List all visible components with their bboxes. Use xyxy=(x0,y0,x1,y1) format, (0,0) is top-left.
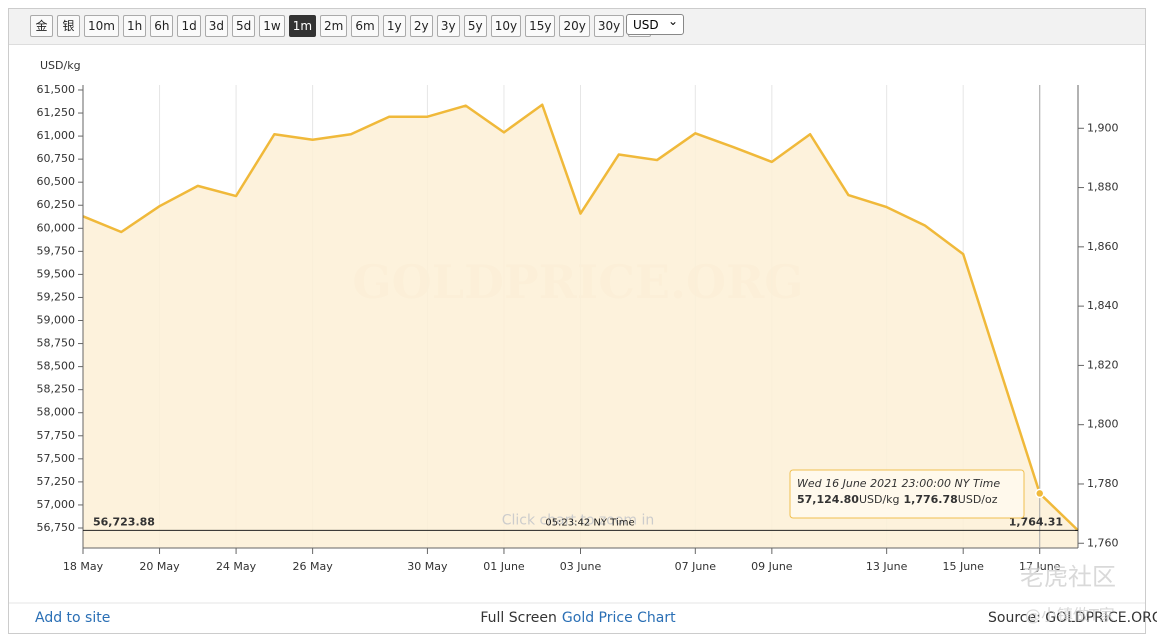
tooltip-title: Wed 16 June 2021 23:00:00 NY Time xyxy=(797,477,1000,490)
range-buttons: 金银 10m 1h 6h 1d 3d 5d 1w 1m 2m 6m 1y 2y 3y 5y 10y 15y 20y… xyxy=(30,15,652,37)
hint: Click chart to zoom in xyxy=(502,512,655,528)
y2-tick-label: 1,900 xyxy=(1087,121,1119,134)
x-tick-label: 03 June xyxy=(560,560,602,573)
y-tick-label: 57,000 xyxy=(37,498,76,511)
y-tick-label: 58,500 xyxy=(37,360,76,373)
x-tick-label: 13 June xyxy=(866,560,908,573)
range-button[interactable]: 15y xyxy=(525,15,556,37)
range-button[interactable]: 1h xyxy=(122,15,147,37)
overlay-watermark: 老虎社区 xyxy=(1020,563,1116,591)
x-tick-label: 26 May xyxy=(292,560,333,573)
y-tick-label: 60,500 xyxy=(37,175,76,188)
range-button[interactable]: 6h xyxy=(150,15,174,37)
x-tick-label: 09 June xyxy=(751,560,793,573)
y-tick-label: 61,250 xyxy=(37,106,76,119)
x-tick-label: 18 May xyxy=(63,560,104,573)
range-button[interactable]: 1w xyxy=(259,15,285,37)
fullscreen-text: Full Screen xyxy=(480,610,557,626)
currency-select[interactable]: USD xyxy=(626,11,684,35)
y2-tick-label: 1,820 xyxy=(1087,358,1119,371)
tooltip-unit: USD/kg xyxy=(859,493,900,506)
y-tick-label: 60,250 xyxy=(37,198,76,211)
y-tick-label: 58,250 xyxy=(37,383,76,396)
range-button[interactable]: 5y xyxy=(463,15,487,37)
range-button[interactable]: 10y xyxy=(490,15,522,37)
y-tick-label: 61,000 xyxy=(37,129,76,142)
range-button[interactable]: 银 xyxy=(57,15,80,37)
range-button[interactable]: 2m xyxy=(320,15,348,37)
x-tick-label: 24 May xyxy=(216,560,257,573)
range-button[interactable]: 2y xyxy=(409,15,433,37)
fullscreen: Full Screen Gold Price Chart xyxy=(480,610,676,626)
y-tick-label: 57,500 xyxy=(37,452,76,465)
y-tick-label: 57,250 xyxy=(37,475,76,488)
range-button[interactable]: 1m xyxy=(288,15,317,37)
range-button[interactable]: 3y xyxy=(436,15,460,37)
y2-tick-label: 1,760 xyxy=(1087,536,1119,549)
y-tick-label: 59,500 xyxy=(37,267,76,280)
range-button[interactable]: 1d xyxy=(177,15,201,37)
y-tick-label: 58,000 xyxy=(37,406,76,419)
frame xyxy=(8,8,1146,634)
y-tick-label: 56,750 xyxy=(37,521,76,534)
y2-tick-label: 1,800 xyxy=(1087,418,1119,431)
range-button[interactable]: 5d xyxy=(232,15,256,37)
range-button[interactable]: 20y xyxy=(559,15,590,37)
y2-tick-label: 1,880 xyxy=(1087,181,1119,194)
x-tick-label: 17 June xyxy=(1019,560,1061,573)
y2-tick-label: 1,860 xyxy=(1087,240,1119,253)
x-tick-label: 01 June xyxy=(483,560,525,573)
y-tick-label: 61,500 xyxy=(37,83,76,96)
x-tick-label: 07 June xyxy=(675,560,717,573)
y-axis-label: USD/kg xyxy=(40,59,81,72)
tooltip-box xyxy=(789,469,1025,519)
y-tick-label: 57,750 xyxy=(37,429,76,442)
add-to-site[interactable]: Add to site xyxy=(35,610,110,626)
tooltip-label: 57,124.80 xyxy=(797,493,859,506)
y-tick-label: 59,000 xyxy=(37,314,76,327)
range-button[interactable]: 金 xyxy=(30,15,53,37)
fullscreen-link: Gold Price Chart xyxy=(562,610,676,626)
x-tick-label: 20 May xyxy=(139,560,180,573)
y2-tick-label: 1,840 xyxy=(1087,299,1119,312)
overlay-watermark: @小镇做T家 xyxy=(1025,606,1115,625)
range-button[interactable]: 3d xyxy=(204,15,228,37)
y-tick-label: 58,750 xyxy=(37,337,76,350)
tooltip-point xyxy=(1034,488,1045,499)
y-tick-label: 59,250 xyxy=(37,290,76,303)
current-price-label: 56,723.88 xyxy=(93,515,155,528)
tooltip-oz-unit: USD/oz xyxy=(958,493,998,506)
range-button[interactable]: 1y xyxy=(382,15,406,37)
current-oz-label: 1,764.31 xyxy=(1009,515,1063,528)
x-tick-label: 30 May xyxy=(407,560,448,573)
price-line xyxy=(82,103,1079,532)
tooltip-oz-label: 1,776.78 xyxy=(904,493,958,506)
y2-tick-label: 1,780 xyxy=(1087,477,1119,490)
tooltip-values: 57,124.80USD/kg 1,776.78USD/oz xyxy=(797,493,998,506)
y-tick-label: 60,000 xyxy=(37,221,76,234)
source: Source: GOLDPRICE.ORG xyxy=(988,610,1157,626)
current-time: 05:23:42 NY Time xyxy=(545,517,634,528)
area xyxy=(83,104,1078,548)
y-tick-label: 60,750 xyxy=(37,152,76,165)
x-tick-label: 15 June xyxy=(942,560,984,573)
range-button[interactable]: 10m xyxy=(84,15,119,37)
range-button[interactable]: 30y xyxy=(593,15,625,37)
y-tick-label: 59,750 xyxy=(37,244,76,257)
range-button[interactable]: 6m xyxy=(351,15,379,37)
